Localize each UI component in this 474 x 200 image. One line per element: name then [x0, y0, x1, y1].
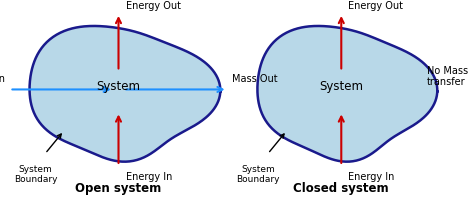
Polygon shape — [257, 27, 438, 162]
Text: Mass Out: Mass Out — [232, 74, 278, 84]
Text: System
Boundary: System Boundary — [237, 164, 280, 183]
Text: Energy In: Energy In — [126, 171, 172, 181]
Polygon shape — [29, 27, 220, 162]
Text: System
Boundary: System Boundary — [14, 164, 57, 183]
Text: Energy In: Energy In — [348, 171, 395, 181]
Text: Energy Out: Energy Out — [348, 1, 403, 11]
Text: Mass In: Mass In — [0, 74, 5, 84]
Text: System: System — [97, 80, 140, 92]
Text: Energy Out: Energy Out — [126, 1, 181, 11]
Text: No Mass
transfer: No Mass transfer — [427, 65, 468, 87]
Text: Closed system: Closed system — [293, 181, 389, 194]
Text: System: System — [319, 80, 363, 92]
Text: Open system: Open system — [75, 181, 162, 194]
